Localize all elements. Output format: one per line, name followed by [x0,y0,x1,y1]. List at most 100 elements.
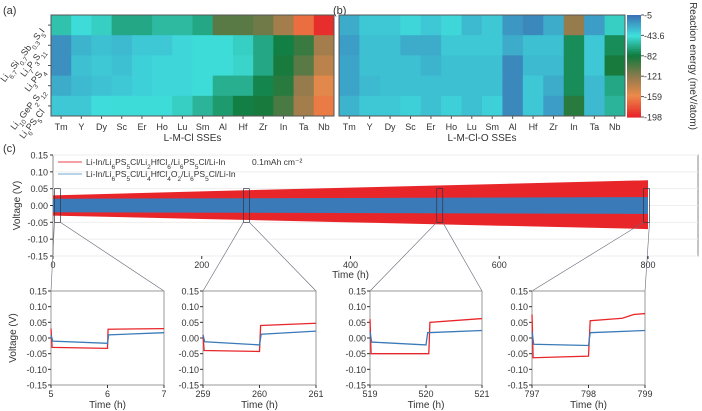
x-axis-label: L-M-Cl SSEs [164,133,222,144]
heatmap-cell [131,15,153,36]
x-tick-label: In [280,122,288,132]
x-tick-label: Hf [239,122,248,132]
colorbar-swatch [627,40,641,43]
blue-voltage-line [531,329,646,347]
heatmap-cell [522,15,544,36]
y-tick-label: 0.15 [510,287,528,297]
heatmap-cell [71,55,92,77]
heatmap-cell [71,35,92,56]
heatmap-cell [253,55,274,77]
heatmap-cell [441,35,463,56]
x-axis-label: Time (h) [241,400,278,411]
heatmap-cell [51,15,72,36]
heatmap-cell [152,95,173,117]
heatmap-cell [192,95,214,117]
heatmap-cell [379,35,401,56]
heatmap-cell [212,75,234,97]
y-tick-label: 0.10 [29,302,47,312]
x-tick-label: Sm [485,122,499,132]
x-tick-label: 0 [50,260,55,270]
heatmap-cell [111,75,133,97]
y-tick-label: 0.00 [29,334,47,344]
y-tick-label: 0.00 [348,334,366,344]
x-axis-label: Time (h) [408,400,445,411]
colorbar-tick-label: -5 [644,11,652,21]
heatmap-cell [131,55,153,77]
heatmap-cell [400,35,422,56]
x-tick-label: Nb [609,122,621,132]
colorbar-swatch [627,57,641,60]
heatmap-cell [192,35,214,56]
legend-label: Li-In/Li6PS5Cl/Li4HfCl4O2/Li6PS5Cl/Li-In [86,169,236,183]
heatmap-cell [563,75,585,97]
y-tick-label: -0.15 [507,381,528,391]
heatmap-cell [502,55,524,77]
colorbar-swatch [627,93,641,96]
heatmap-cell [359,35,381,56]
heatmap-cell [584,15,606,36]
heatmap-cell [232,55,254,77]
y-tick-label: 0.05 [29,318,47,328]
heatmap-cell [522,35,544,56]
blue-voltage-line [50,332,165,344]
x-tick-label: Zr [549,122,558,132]
heatmap-cell [51,95,72,117]
y-tick-label: 0.10 [510,302,528,312]
x-tick-label: 200 [194,260,209,270]
x-tick-label: 797 [524,389,539,399]
heatmap-cell [273,95,295,117]
heatmap-cell [379,55,401,77]
colorbar-swatch [627,42,641,45]
colorbar-swatch [627,98,641,101]
heatmap-cell [212,55,234,77]
heatmap-frame [338,14,626,117]
zoom-window-box [243,188,250,223]
x-tick-label: 519 [362,389,377,399]
heatmap-cell [522,75,544,97]
y-tick-label: -0.15 [178,381,199,391]
heatmap-cell [441,15,463,36]
heatmap-cell [339,15,360,36]
heatmap-cell [339,55,360,77]
zoom-connector-line [202,222,244,292]
y-tick-label: -0.10 [178,365,199,375]
colorbar-swatch [627,72,641,76]
heatmap-cell [441,75,463,97]
heatmap-cell [232,95,254,117]
heatmap-cell [172,35,193,56]
colorbar-swatch [627,91,641,94]
y-tick-label: 0.15 [181,287,199,297]
heatmap-cell [379,15,401,36]
x-axis-label: Time (h) [570,400,607,411]
current-density-annotation: 0.1mAh cm⁻² [252,157,302,167]
heatmap-cell [313,35,335,56]
heatmap-cell [131,75,153,97]
colorbar-swatch [627,77,641,81]
colorbar-swatch [627,20,641,23]
colorbar-swatch [627,21,641,25]
heatmap-cell [111,35,133,56]
heatmap-cell [400,55,422,77]
y-tick-label: 0.10 [348,302,366,312]
y-tick-label: 0.15 [30,151,48,161]
heatmap-cell [482,15,503,36]
x-tick-label: 800 [640,260,655,270]
heatmap-cell [111,15,133,36]
x-axis-label: Time (h) [332,270,369,281]
heatmap-cell [400,15,422,36]
heatmap-cell [502,35,524,56]
heatmap-cell [111,55,133,77]
panel-label-b: (b) [333,5,346,17]
colorbar-tick-label: -43.6 [644,31,665,41]
colorbar-swatch [627,45,641,48]
heatmap-cell [563,95,585,117]
colorbar-swatch [627,66,641,69]
colorbar-swatch [627,100,641,103]
heatmap-cell [293,95,315,117]
heatmap-cell [543,35,565,56]
row-label: Li6.7Si0.7Sb0.3S5I [0,26,49,86]
y-tick-label: 0.00 [510,334,528,344]
x-tick-label: 600 [492,260,507,270]
x-tick-label: Al [509,122,517,132]
